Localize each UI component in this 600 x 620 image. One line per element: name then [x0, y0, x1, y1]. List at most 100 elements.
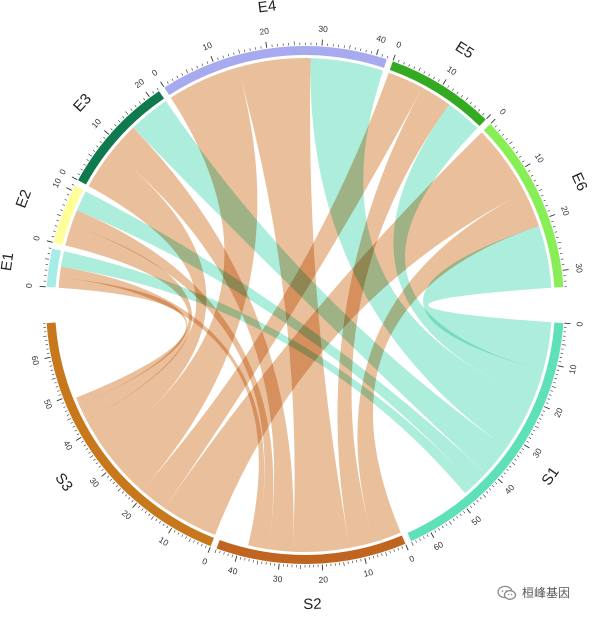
tick-mark: [121, 491, 125, 494]
tick-mark: [343, 562, 345, 567]
tick-mark: [523, 444, 530, 449]
tick-mark: [466, 508, 471, 514]
tick-mark: [452, 518, 455, 522]
tick-mark: [162, 523, 165, 526]
tick-mark: [463, 511, 466, 514]
tick-mark: [553, 382, 556, 384]
tick-mark: [109, 478, 113, 481]
tick-mark: [509, 465, 512, 468]
tick-mark: [511, 462, 516, 466]
sector-arc-e1: [46, 248, 61, 288]
tick-mark: [403, 61, 405, 65]
tick-mark: [188, 538, 191, 543]
tick-mark: [502, 133, 505, 136]
tick-mark: [46, 240, 53, 243]
tick-label: 0: [31, 234, 42, 241]
tick-mark: [473, 105, 477, 108]
tick-mark: [456, 91, 459, 95]
tick-mark: [426, 534, 429, 537]
tick-mark: [528, 437, 532, 439]
tick-mark: [244, 49, 246, 53]
tick-mark: [197, 542, 199, 545]
chord-ribbon-s3-e6: [164, 132, 525, 536]
tick-mark: [381, 553, 383, 556]
tick-mark: [490, 118, 496, 124]
sector-arc-e5: [389, 61, 486, 126]
tick-mark: [548, 394, 552, 396]
tick-mark: [185, 69, 189, 74]
tick-mark: [101, 468, 104, 472]
tick-mark: [56, 219, 60, 222]
chord-ribbon-s3-e4: [103, 67, 258, 491]
tick-label: 30: [272, 573, 283, 584]
tick-mark: [125, 111, 129, 115]
tick-mark: [256, 560, 259, 565]
tick-mark: [376, 49, 379, 56]
tick-mark: [51, 373, 55, 376]
tick-mark: [60, 209, 63, 211]
tick-mark: [125, 494, 128, 497]
chord-ribbons: [58, 58, 552, 553]
tick-mark: [114, 124, 117, 127]
chord-ribbon-s2-e6: [357, 192, 540, 543]
tick-mark: [51, 377, 56, 380]
tick-mark: [85, 448, 89, 451]
sector-label-e3: E3: [70, 90, 95, 115]
tick-mark: [77, 173, 81, 176]
tick-mark: [521, 448, 525, 451]
tick-mark: [56, 398, 63, 402]
tick-mark: [173, 530, 176, 533]
tick-mark: [536, 184, 539, 187]
tick-mark: [392, 54, 396, 61]
tick-mark: [465, 97, 469, 101]
tick-mark: [50, 369, 54, 371]
tick-mark: [370, 51, 373, 54]
tick-mark: [423, 71, 426, 74]
tick-mark: [360, 558, 362, 562]
tick-mark: [459, 513, 462, 516]
tick-mark: [492, 485, 495, 488]
tick-mark: [48, 247, 52, 249]
tick-mark: [181, 73, 184, 76]
tick-mark: [451, 88, 454, 91]
sector-arc-e4: [164, 45, 387, 96]
tick-mark: [99, 141, 102, 144]
tick-mark: [71, 183, 75, 186]
sector-label-e4: E4: [257, 0, 277, 16]
tick-mark: [223, 552, 225, 555]
tick-mark: [360, 48, 362, 52]
tick-mark: [150, 516, 154, 520]
wechat-icon: [497, 585, 517, 600]
tick-mark: [122, 116, 125, 119]
tick-mark: [550, 390, 553, 392]
tick-mark: [434, 530, 437, 533]
tick-label: 0: [24, 283, 34, 289]
tick-mark: [53, 230, 56, 232]
tick-mark: [80, 168, 83, 171]
tick-mark: [385, 552, 388, 557]
tick-mark: [368, 556, 370, 560]
tick-mark: [562, 269, 569, 271]
tick-mark: [494, 125, 497, 128]
tick-mark: [544, 406, 551, 410]
tick-label: 40: [227, 565, 239, 577]
tick-mark: [530, 174, 534, 177]
tick-mark: [155, 518, 158, 522]
tick-mark: [89, 455, 94, 459]
tick-mark: [486, 114, 491, 120]
tick-mark: [81, 440, 84, 443]
tick-mark: [509, 141, 513, 145]
tick-mark: [447, 85, 450, 88]
tick-mark: [349, 44, 351, 49]
tick-mark: [159, 521, 161, 524]
tick-mark: [205, 545, 207, 548]
tick-mark: [88, 153, 92, 157]
tick-mark: [65, 410, 68, 412]
tick-mark: [234, 555, 238, 562]
tick-label: 40: [61, 439, 75, 452]
tick-mark: [66, 414, 70, 416]
chord-ribbon-s2-e5: [337, 87, 450, 548]
tick-mark: [552, 226, 556, 228]
tick-mark: [418, 67, 421, 72]
